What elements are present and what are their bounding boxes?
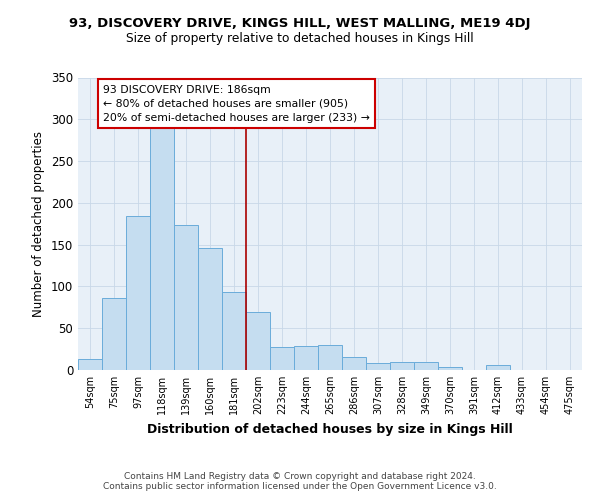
- Bar: [174, 226, 198, 370]
- Bar: [438, 368, 462, 370]
- Bar: [318, 345, 342, 370]
- Bar: [198, 248, 222, 370]
- Bar: [102, 298, 126, 370]
- Bar: [126, 216, 150, 370]
- Bar: [78, 359, 102, 370]
- Y-axis label: Number of detached properties: Number of detached properties: [32, 130, 46, 317]
- Bar: [294, 346, 318, 370]
- Bar: [270, 348, 294, 370]
- Bar: [342, 358, 366, 370]
- Bar: [390, 362, 414, 370]
- Bar: [486, 365, 510, 370]
- Bar: [414, 362, 438, 370]
- X-axis label: Distribution of detached houses by size in Kings Hill: Distribution of detached houses by size …: [147, 422, 513, 436]
- Bar: [246, 312, 270, 370]
- Text: Contains HM Land Registry data © Crown copyright and database right 2024.: Contains HM Land Registry data © Crown c…: [124, 472, 476, 481]
- Text: 93, DISCOVERY DRIVE, KINGS HILL, WEST MALLING, ME19 4DJ: 93, DISCOVERY DRIVE, KINGS HILL, WEST MA…: [69, 18, 531, 30]
- Bar: [150, 128, 174, 370]
- Text: Size of property relative to detached houses in Kings Hill: Size of property relative to detached ho…: [126, 32, 474, 45]
- Bar: [366, 364, 390, 370]
- Bar: [222, 292, 246, 370]
- Text: Contains public sector information licensed under the Open Government Licence v3: Contains public sector information licen…: [103, 482, 497, 491]
- Text: 93 DISCOVERY DRIVE: 186sqm
← 80% of detached houses are smaller (905)
20% of sem: 93 DISCOVERY DRIVE: 186sqm ← 80% of deta…: [103, 85, 370, 123]
